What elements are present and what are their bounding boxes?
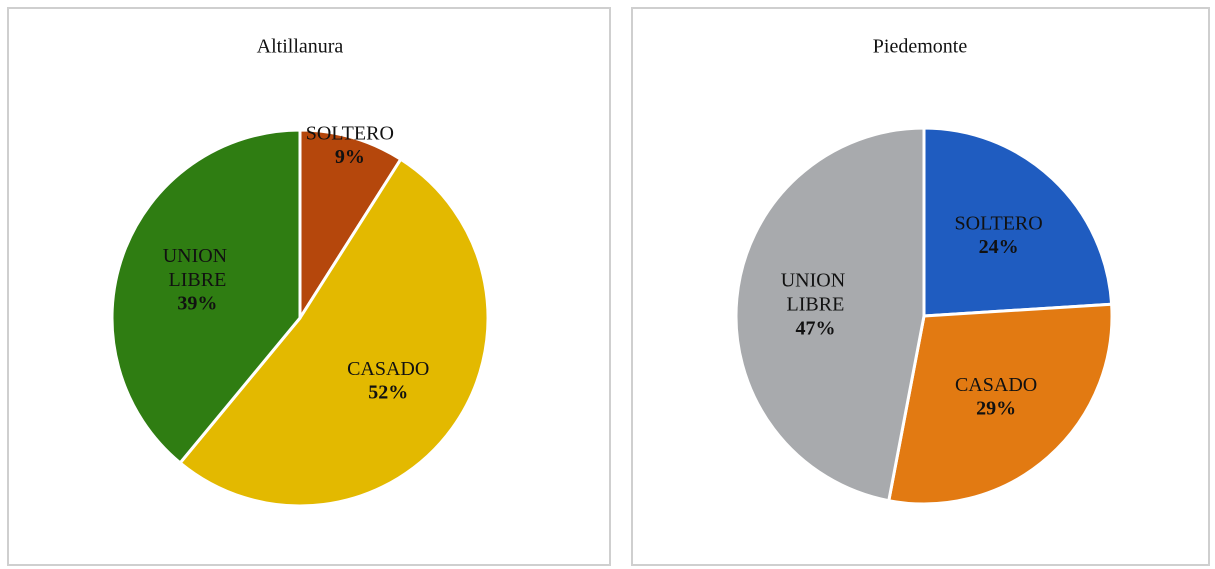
- pie-slice: [110, 128, 302, 465]
- label-line: CASADO: [955, 373, 1037, 395]
- value-label: 29%: [976, 397, 1016, 419]
- pie-slice: [922, 126, 1114, 318]
- slice-label: SOLTERO: [306, 122, 394, 144]
- pie-slice: [887, 302, 1114, 506]
- label-line: SOLTERO: [955, 212, 1043, 234]
- label-line: UNION: [163, 245, 232, 267]
- chart-title: Altillanura: [257, 36, 344, 58]
- label-line: SOLTERO: [306, 122, 394, 144]
- slice-label: SOLTERO: [955, 212, 1043, 234]
- value-label: 39%: [177, 293, 217, 315]
- pie-slice: [734, 126, 926, 503]
- slice-label: CASADO: [955, 373, 1037, 395]
- value-label: 52%: [368, 382, 408, 404]
- slice-label: UNION LIBRE: [163, 245, 232, 291]
- pie-slice: [298, 128, 403, 324]
- value-label: 47%: [795, 317, 835, 339]
- pie-slice: [178, 157, 490, 508]
- label-line: UNION: [781, 269, 850, 291]
- label-line: LIBRE: [169, 269, 227, 291]
- label-line: LIBRE: [787, 293, 845, 315]
- value-label: 24%: [979, 236, 1019, 258]
- label-line: CASADO: [347, 358, 429, 380]
- slice-label: CASADO: [347, 358, 429, 380]
- value-label: 9%: [335, 146, 365, 168]
- chart-title: Piedemonte: [873, 36, 968, 58]
- slice-label: UNION LIBRE: [781, 269, 850, 315]
